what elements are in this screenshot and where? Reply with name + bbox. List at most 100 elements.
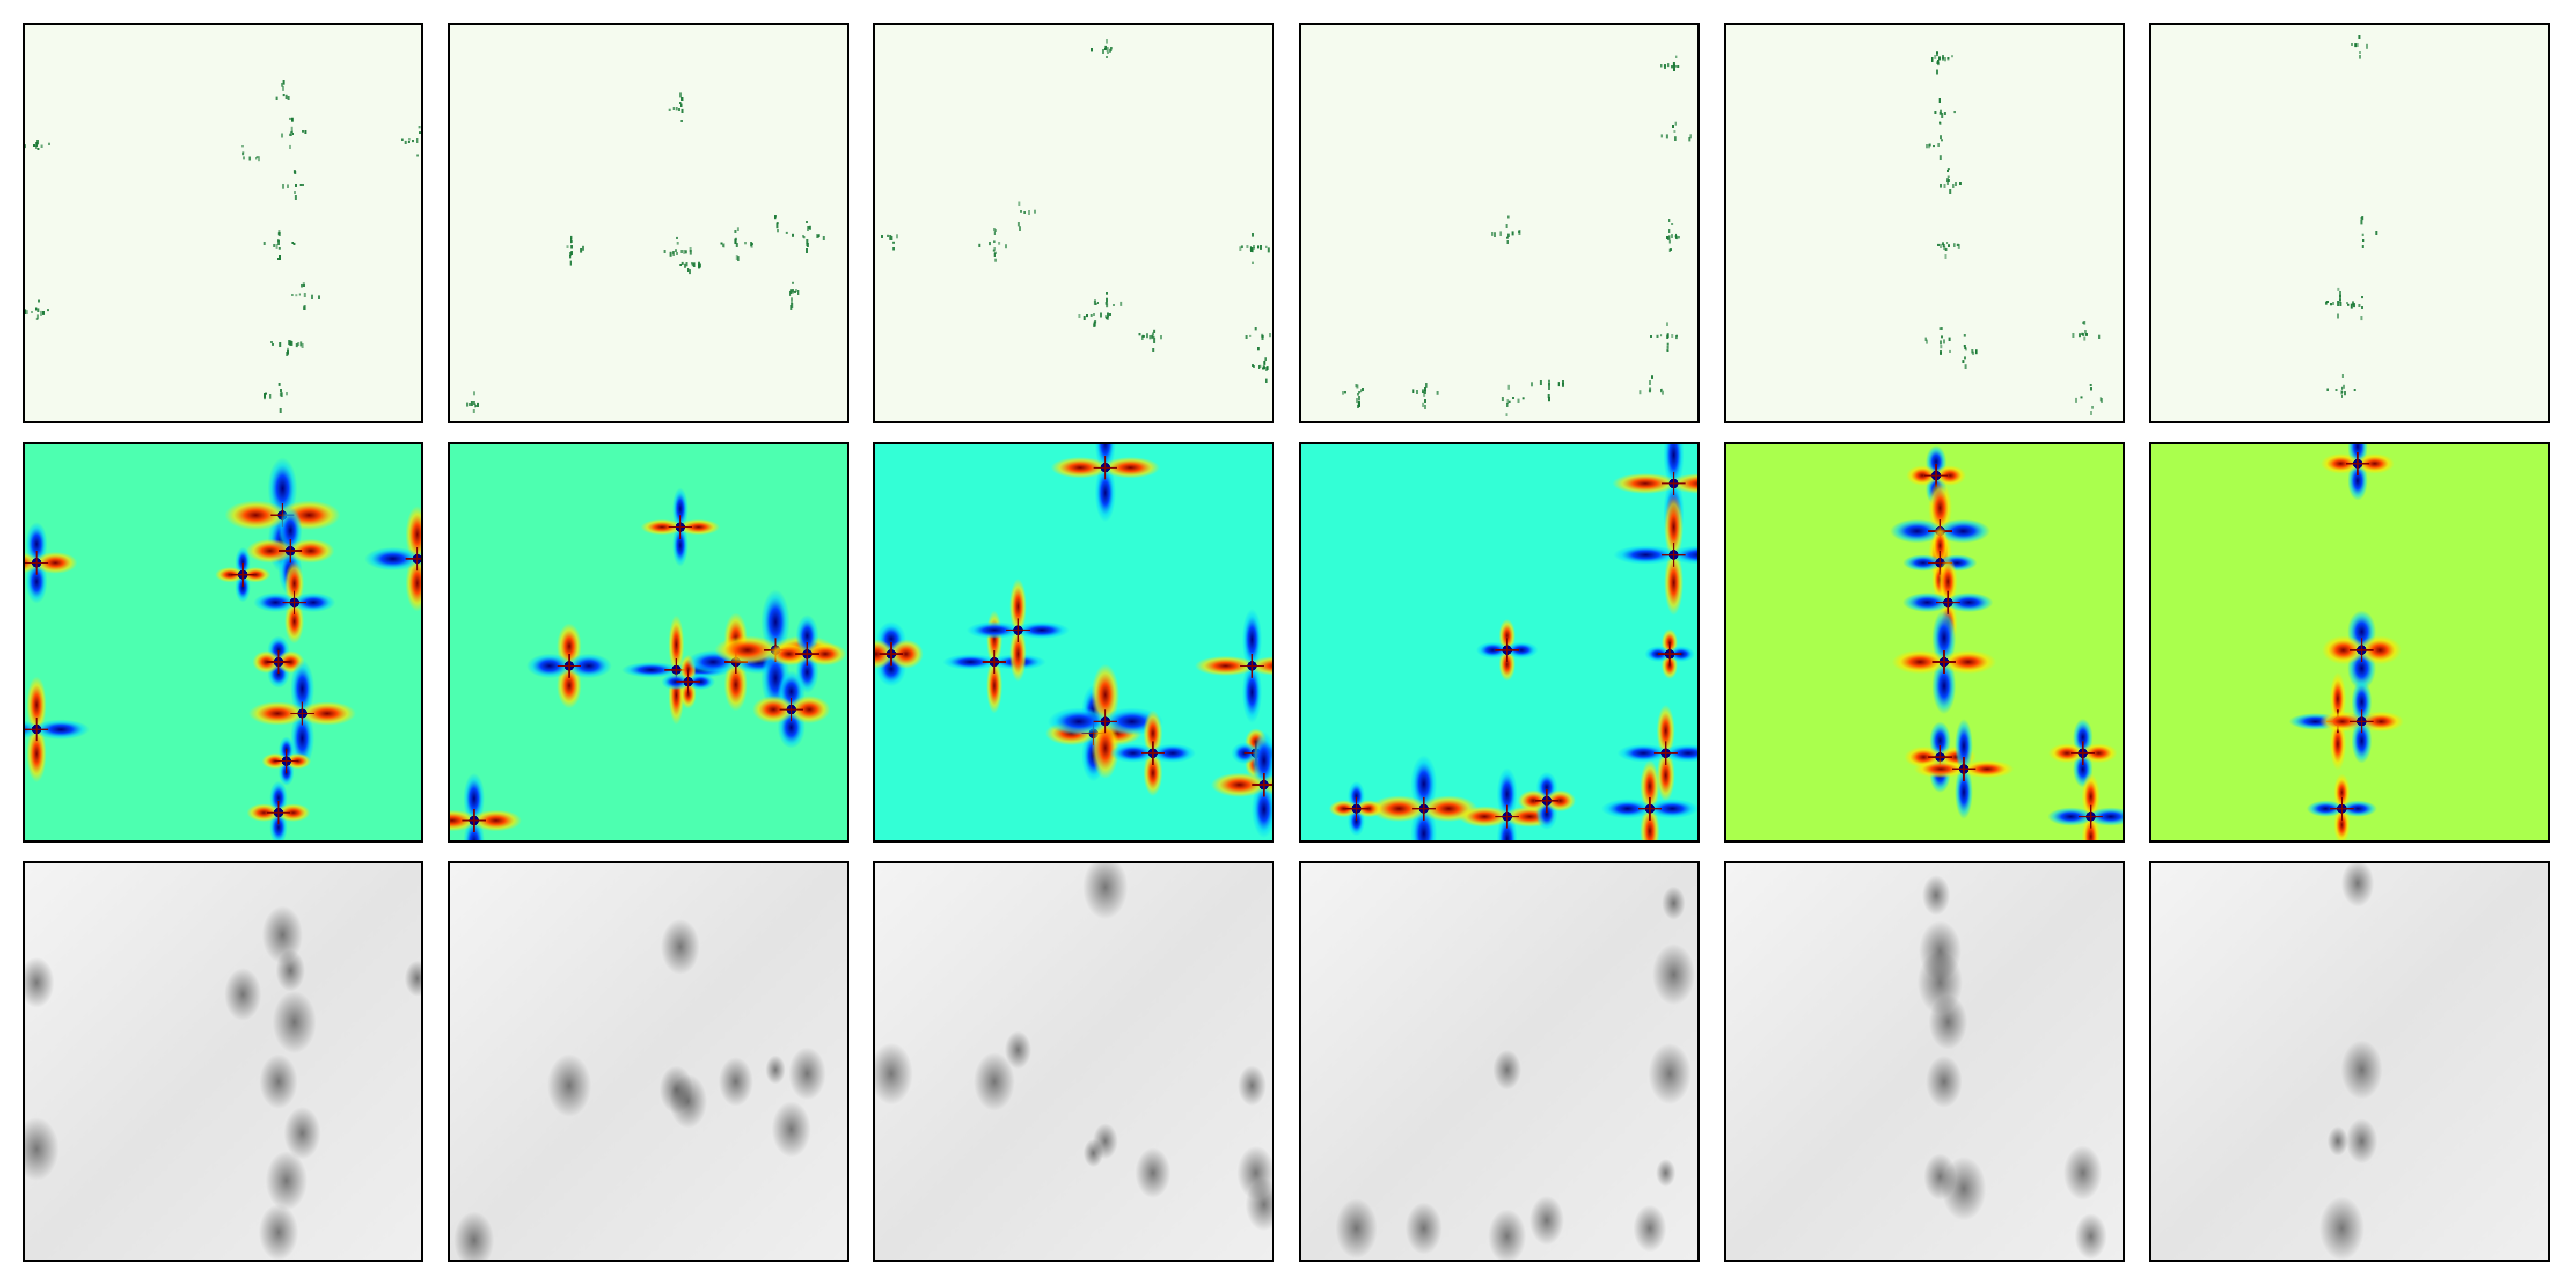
sparse-mark [2330, 303, 2332, 306]
sparse-mark [2341, 394, 2343, 398]
sparse-mark [281, 133, 283, 138]
sparse-mark [318, 295, 320, 299]
sparse-mark [1357, 401, 1360, 406]
sparse-mark [303, 284, 305, 287]
sparse-mark [270, 341, 273, 343]
sparse-mark [582, 245, 584, 251]
sparse-mark [1957, 244, 1960, 249]
magnitude-smudge [284, 1107, 321, 1160]
sparse-mark [806, 243, 809, 247]
sparse-mark [1019, 226, 1021, 231]
phase-lobe-warm [224, 500, 287, 530]
sparse-mark [1141, 335, 1144, 340]
sparse-mark [1948, 244, 1950, 247]
sparse-mark [1262, 365, 1265, 369]
sparse-mark [1494, 232, 1496, 237]
sparse-mark [1034, 209, 1036, 214]
sparse-mark [1947, 57, 1950, 61]
sparse-mark [2084, 330, 2087, 334]
sparse-mark [31, 311, 33, 313]
sparse-mark [680, 120, 683, 122]
sparse-mark [1416, 390, 1418, 394]
phase-lobe-cold [253, 592, 298, 612]
sparse-mark [570, 251, 573, 255]
sparse-mark [295, 343, 298, 348]
phase-lobe-warm [1370, 795, 1428, 822]
sparse-mark [1269, 333, 1271, 338]
sparse-mark [689, 247, 692, 252]
phase-lobe-cold [2339, 800, 2377, 817]
panel-background [1301, 25, 1697, 421]
phase-lobe-cold [2351, 718, 2372, 764]
sparse-mark [2362, 239, 2365, 241]
magnitude-smudge [1335, 1198, 1378, 1258]
phase-lobe-warm [1101, 457, 1160, 479]
sparse-mark [736, 227, 739, 231]
sparse-mark [570, 245, 573, 249]
sparse-mark [1512, 397, 1514, 399]
phase-lobe-cold [672, 487, 689, 530]
sparse-mark [1422, 402, 1425, 407]
sparse-mark [1678, 236, 1680, 239]
sparse-mark [1107, 312, 1109, 318]
sparse-mark [792, 289, 794, 292]
phase-field-svg [25, 444, 421, 840]
sparse-mark [1245, 335, 1248, 339]
phase-lobe-cold [1932, 657, 1956, 714]
sparse-mark [2099, 397, 2102, 402]
sparse-mark [1934, 111, 1937, 114]
sparse-mark [1499, 231, 1502, 236]
phase-lobe-warm [26, 725, 47, 782]
sparse-mark [792, 281, 794, 284]
sparse-mark [1947, 170, 1949, 172]
panel-background [1726, 863, 2123, 1260]
singular-cross [557, 654, 581, 678]
sparse-mark [1106, 47, 1109, 53]
sparse-mark [1501, 397, 1504, 401]
phase-lobe-cold [364, 547, 421, 571]
sparse-mark [472, 401, 475, 405]
sparse-mark [273, 244, 276, 247]
sparse-mark [289, 117, 291, 120]
sparse-mark [282, 184, 284, 189]
phase-lobe-cold [1601, 799, 1654, 819]
sparse-mark [1940, 327, 1943, 330]
sparse-mark [1424, 399, 1426, 403]
sparse-mark [2079, 333, 2081, 338]
sparse-mark [1260, 245, 1262, 250]
singular-cross [1932, 650, 1956, 674]
sparse-mark [279, 255, 281, 260]
sparse-mark [2353, 389, 2356, 391]
sparse-mark [570, 238, 572, 244]
sparse-mark [2081, 332, 2084, 335]
phase-lobe-warm [276, 803, 311, 822]
phase-field-panel-6 [2149, 442, 2550, 843]
sparse-mark [734, 239, 737, 244]
sparse-mark [2361, 306, 2363, 309]
sparse-pattern-panel-5 [1724, 23, 2125, 423]
sparse-mark [1093, 301, 1096, 305]
sparse-mark [881, 235, 883, 238]
sparse-mark [1940, 350, 1942, 355]
sparse-mark [1671, 65, 1673, 69]
sparse-mark [1109, 313, 1111, 316]
sparse-mark [1548, 397, 1550, 402]
phase-lobe-warm [1545, 790, 1576, 812]
sparse-mark [802, 235, 804, 238]
sparse-mark [806, 221, 808, 223]
sparse-mark [1253, 247, 1255, 250]
sparse-mark [2090, 387, 2092, 391]
panel-background [1301, 444, 1697, 840]
sparse-mark [785, 231, 788, 234]
sparse-mark [1539, 380, 1542, 385]
singular-cross [1658, 642, 1682, 666]
sparse-mark [1093, 313, 1095, 316]
singular-cross [1344, 796, 1368, 821]
sparse-mark [466, 402, 469, 407]
sparse-mark [735, 243, 738, 247]
sparse-mark [1005, 244, 1007, 249]
sparse-mark [1937, 243, 1940, 246]
sparse-mark [289, 144, 291, 149]
singular-cross [1240, 654, 1264, 678]
